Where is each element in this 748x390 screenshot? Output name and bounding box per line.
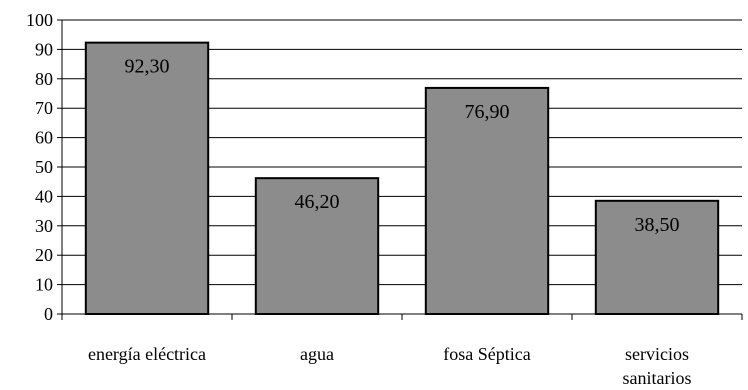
x-category-label: sanitarios [623, 368, 692, 388]
y-tick-label: 90 [35, 39, 53, 59]
x-category-label: agua [300, 344, 334, 364]
y-tick-label: 70 [35, 98, 53, 118]
x-category-label: servicios [625, 344, 689, 364]
y-tick-label: 20 [35, 245, 53, 265]
y-tick-label: 50 [35, 157, 53, 177]
y-tick-label: 0 [44, 304, 53, 324]
x-category-label: fosa Séptica [443, 344, 530, 364]
bar-1 [254, 177, 380, 315]
y-tick-label: 30 [35, 216, 53, 236]
data-label: 38,50 [635, 214, 680, 236]
y-tick-label: 40 [35, 186, 53, 206]
y-tick-label: 100 [26, 10, 53, 30]
bar-3 [594, 199, 720, 315]
x-category-label: energía eléctrica [88, 344, 206, 364]
data-label: 46,20 [295, 191, 340, 213]
y-tick-label: 60 [35, 128, 53, 148]
bar-2 [424, 86, 550, 315]
bar-0 [84, 41, 210, 315]
data-label: 76,90 [465, 101, 510, 123]
data-label: 92,30 [125, 56, 170, 78]
y-tick-label: 10 [35, 275, 53, 295]
y-tick-label: 80 [35, 69, 53, 89]
